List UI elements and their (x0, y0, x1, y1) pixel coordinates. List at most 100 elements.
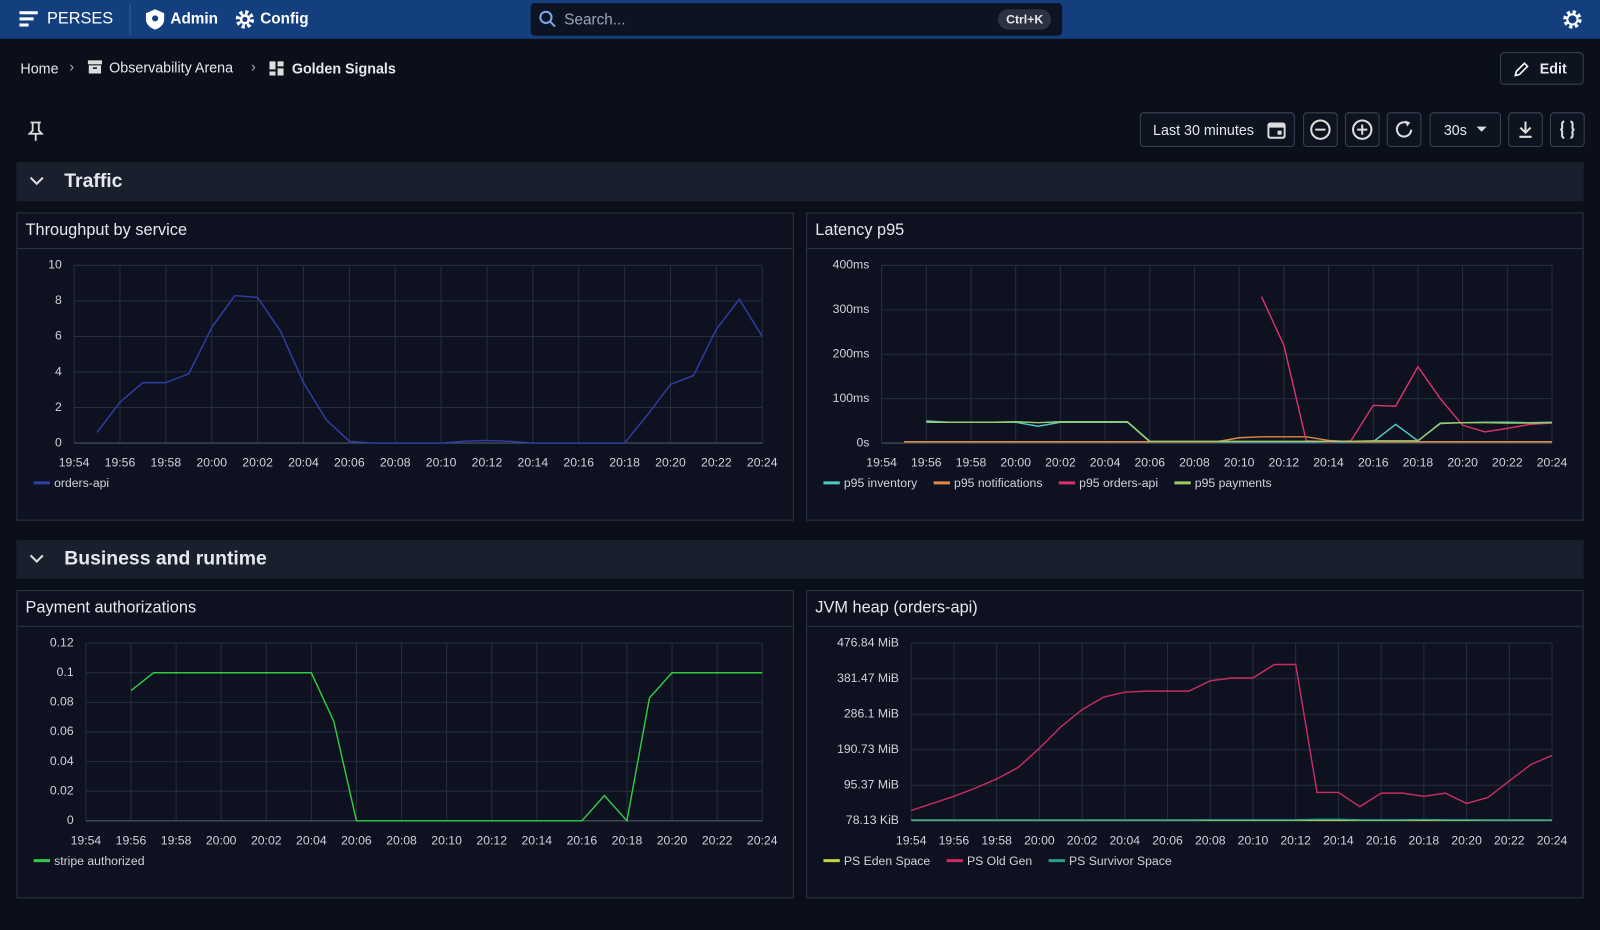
series-line (1260, 296, 1553, 443)
row-title: Traffic (64, 170, 123, 192)
brand[interactable]: PERSES (46, 10, 114, 28)
row-header[interactable]: Business and runtime (16, 540, 1584, 579)
series-line (910, 663, 1553, 812)
legend-label: p95 orders-api (1079, 476, 1158, 490)
x-tick-label: 20:14 (518, 456, 549, 470)
x-tick-label: 19:56 (116, 833, 147, 847)
x-tick-label: 19:58 (956, 456, 987, 470)
y-tick-label: 286.1 MiB (844, 706, 899, 720)
panel: JVM heap (orders-api) 78.13 KiB 95.37 MiB 1… (806, 590, 1584, 899)
project-icon (87, 60, 103, 74)
x-tick-label: 19:58 (151, 456, 182, 470)
x-tick-label: 20:04 (288, 456, 319, 470)
pin-icon[interactable] (27, 121, 44, 141)
x-tick-label: 20:16 (1366, 833, 1397, 847)
y-tick-label: 2 (55, 400, 62, 414)
row-title: Business and runtime (64, 548, 267, 570)
x-tick-label: 20:22 (701, 456, 732, 470)
x-tick-label: 20:12 (476, 833, 507, 847)
x-tick-label: 20:02 (1067, 833, 1098, 847)
breadcrumb-project[interactable]: Observability Arena (109, 59, 234, 76)
x-tick-label: 19:56 (105, 456, 136, 470)
x-tick-label: 20:10 (1238, 833, 1269, 847)
config-link[interactable]: Config (260, 10, 309, 28)
edit-label: Edit (1539, 60, 1567, 77)
y-tick-label: 8 (55, 293, 62, 307)
legend-label: p95 payments (1195, 476, 1272, 490)
y-tick-label: 10 (48, 258, 62, 272)
time-range-picker[interactable]: Last 30 minutes (1139, 112, 1295, 148)
y-tick-label: 200ms (833, 346, 870, 360)
x-tick-label: 20:08 (1179, 456, 1210, 470)
refresh-interval[interactable]: 30s (1429, 112, 1502, 148)
x-tick-label: 19:58 (161, 833, 192, 847)
y-tick-label: 0.06 (50, 724, 74, 738)
zoom-out-icon (1310, 119, 1331, 140)
x-tick-label: 20:06 (1152, 833, 1183, 847)
panel: Throughput by service 0 2 4 6 8 10 19:54 19:56 19… (16, 212, 794, 521)
series-line (926, 421, 1553, 443)
y-tick-label: 300ms (833, 302, 870, 316)
x-tick-label: 20:14 (521, 833, 552, 847)
y-tick-label: 0 (67, 813, 74, 827)
x-tick-label: 20:02 (251, 833, 282, 847)
x-tick-label: 20:02 (242, 456, 273, 470)
x-tick-label: 19:54 (71, 833, 102, 847)
x-tick-label: 19:58 (981, 833, 1012, 847)
json-button[interactable] (1549, 112, 1585, 148)
panel-title: Throughput by service (25, 221, 188, 239)
x-tick-label: 20:10 (426, 456, 457, 470)
legend-label: PS Eden Space (844, 854, 931, 868)
edit-icon (1514, 62, 1529, 77)
x-tick-label: 20:06 (341, 833, 372, 847)
panel-header: Latency p95 (807, 213, 1583, 250)
panel-title: Latency p95 (815, 221, 905, 239)
x-tick-label: 20:06 (1134, 456, 1165, 470)
download-button[interactable] (1508, 112, 1543, 148)
y-tick-label: 0.08 (50, 695, 74, 709)
top-nav: PERSES Admin Config Search... Ctrl+K (0, 0, 1600, 39)
admin-icon (145, 9, 165, 30)
x-tick-label: 19:56 (939, 833, 970, 847)
y-tick-label: 476.84 MiB (837, 635, 899, 649)
zoom-in-button[interactable] (1344, 112, 1380, 148)
zoom-out-button[interactable] (1303, 112, 1338, 148)
legend-label: orders-api (54, 476, 109, 490)
config-icon (235, 10, 255, 29)
dropdown-icon (1476, 126, 1487, 132)
x-tick-label: 20:04 (296, 833, 327, 847)
x-tick-label: 20:12 (472, 456, 503, 470)
x-tick-label: 20:20 (1447, 456, 1478, 470)
refresh-icon (1395, 120, 1413, 138)
x-tick-label: 20:00 (196, 456, 227, 470)
series-line (911, 818, 1553, 821)
row-header[interactable]: Traffic (16, 162, 1584, 202)
x-tick-label: 20:24 (747, 833, 778, 847)
x-tick-label: 20:02 (1045, 456, 1076, 470)
y-tick-label: 0.12 (50, 635, 74, 649)
legend-label: p95 notifications (954, 476, 1042, 490)
edit-button[interactable]: Edit (1499, 52, 1584, 85)
x-tick-label: 20:14 (1323, 833, 1354, 847)
x-tick-label: 20:08 (380, 456, 411, 470)
x-tick-label: 20:24 (1537, 456, 1568, 470)
y-tick-label: 0s (856, 435, 869, 449)
brand-icon (19, 11, 38, 27)
divider (129, 4, 131, 35)
search-box[interactable]: Search... Ctrl+K (530, 3, 1063, 36)
y-tick-label: 0.04 (50, 754, 74, 768)
panel-header: Throughput by service (17, 213, 793, 250)
x-tick-label: 20:06 (334, 456, 365, 470)
panel: Latency p95 0s 100ms 200ms 300ms 400ms 19:54 19… (806, 212, 1584, 521)
settings-icon[interactable] (1562, 9, 1582, 29)
calendar-icon (1267, 122, 1286, 139)
breadcrumb-home[interactable]: Home (20, 60, 59, 77)
admin-link[interactable]: Admin (170, 10, 219, 28)
x-tick-label: 20:12 (1280, 833, 1311, 847)
x-tick-label: 20:08 (1195, 833, 1226, 847)
breadcrumb-sep: › (251, 58, 256, 75)
x-tick-label: 19:54 (896, 833, 927, 847)
y-tick-label: 0 (55, 435, 62, 449)
refresh-button[interactable] (1386, 112, 1422, 148)
x-tick-label: 20:14 (1313, 456, 1344, 470)
